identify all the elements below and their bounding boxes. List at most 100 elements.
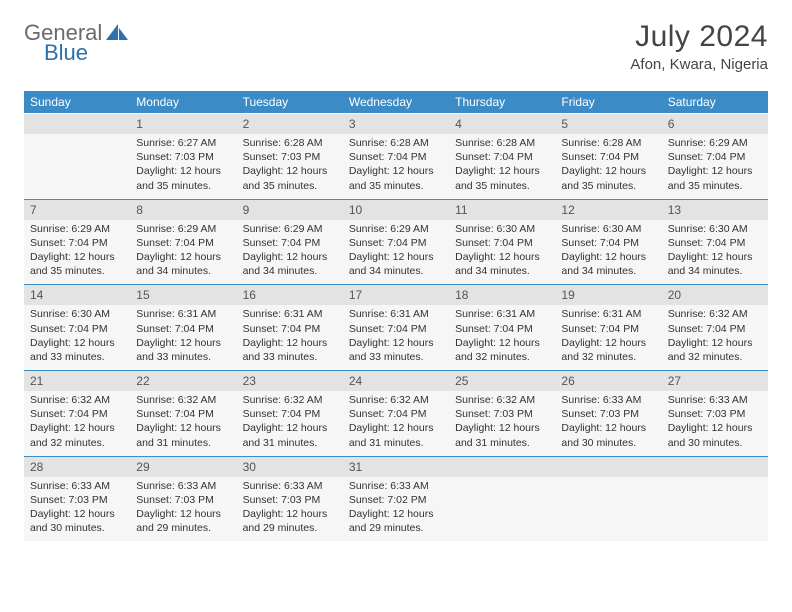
sunset-text: Sunset: 7:04 PM xyxy=(455,237,533,249)
sunset-text: Sunset: 7:04 PM xyxy=(243,408,321,420)
date-cell: 24 xyxy=(343,371,449,392)
date-cell: 5 xyxy=(555,114,661,135)
detail-cell: Sunrise: 6:31 AMSunset: 7:04 PMDaylight:… xyxy=(343,305,449,370)
sunset-text: Sunset: 7:03 PM xyxy=(243,494,321,506)
sunrise-text: Sunrise: 6:32 AM xyxy=(455,394,535,406)
date-cell: 16 xyxy=(237,285,343,306)
date-cell: 17 xyxy=(343,285,449,306)
detail-cell: Sunrise: 6:29 AMSunset: 7:04 PMDaylight:… xyxy=(130,220,236,285)
sunset-text: Sunset: 7:04 PM xyxy=(136,237,214,249)
sunrise-text: Sunrise: 6:29 AM xyxy=(243,223,323,235)
detail-cell: Sunrise: 6:28 AMSunset: 7:03 PMDaylight:… xyxy=(237,134,343,199)
sunset-text: Sunset: 7:03 PM xyxy=(136,494,214,506)
weekday-header: Friday xyxy=(555,91,661,114)
date-cell: 30 xyxy=(237,456,343,477)
sunset-text: Sunset: 7:04 PM xyxy=(30,323,108,335)
daylight-text: Daylight: 12 hours and 35 minutes. xyxy=(668,165,753,191)
date-cell: 31 xyxy=(343,456,449,477)
sunset-text: Sunset: 7:04 PM xyxy=(349,151,427,163)
sunset-text: Sunset: 7:04 PM xyxy=(136,323,214,335)
daylight-text: Daylight: 12 hours and 33 minutes. xyxy=(30,337,115,363)
detail-row: Sunrise: 6:33 AMSunset: 7:03 PMDaylight:… xyxy=(24,477,768,542)
daylight-text: Daylight: 12 hours and 31 minutes. xyxy=(136,422,221,448)
calendar-page: General July 2024 Afon, Kwara, Nigeria B… xyxy=(0,0,792,561)
sunrise-text: Sunrise: 6:31 AM xyxy=(349,308,429,320)
detail-cell: Sunrise: 6:27 AMSunset: 7:03 PMDaylight:… xyxy=(130,134,236,199)
date-cell: 23 xyxy=(237,371,343,392)
date-cell: 12 xyxy=(555,199,661,220)
sunrise-text: Sunrise: 6:33 AM xyxy=(30,480,110,492)
sunrise-text: Sunrise: 6:30 AM xyxy=(668,223,748,235)
date-cell: 26 xyxy=(555,371,661,392)
detail-cell xyxy=(555,477,661,542)
sunrise-text: Sunrise: 6:32 AM xyxy=(243,394,323,406)
sunset-text: Sunset: 7:04 PM xyxy=(349,323,427,335)
sunset-text: Sunset: 7:04 PM xyxy=(455,151,533,163)
detail-cell: Sunrise: 6:31 AMSunset: 7:04 PMDaylight:… xyxy=(237,305,343,370)
daylight-text: Daylight: 12 hours and 32 minutes. xyxy=(30,422,115,448)
sunset-text: Sunset: 7:04 PM xyxy=(668,151,746,163)
sunrise-text: Sunrise: 6:30 AM xyxy=(561,223,641,235)
date-row: 14 15 16 17 18 19 20 xyxy=(24,285,768,306)
sunset-text: Sunset: 7:04 PM xyxy=(30,408,108,420)
date-cell: 18 xyxy=(449,285,555,306)
sunset-text: Sunset: 7:04 PM xyxy=(668,323,746,335)
date-cell: 7 xyxy=(24,199,130,220)
date-cell: 1 xyxy=(130,114,236,135)
date-cell xyxy=(24,114,130,135)
sunset-text: Sunset: 7:03 PM xyxy=(561,408,639,420)
weekday-header: Thursday xyxy=(449,91,555,114)
date-row: 28 29 30 31 xyxy=(24,456,768,477)
sunrise-text: Sunrise: 6:28 AM xyxy=(349,137,429,149)
brand-part2: Blue xyxy=(44,40,88,65)
detail-cell: Sunrise: 6:30 AMSunset: 7:04 PMDaylight:… xyxy=(662,220,768,285)
sunrise-text: Sunrise: 6:29 AM xyxy=(349,223,429,235)
detail-cell: Sunrise: 6:30 AMSunset: 7:04 PMDaylight:… xyxy=(555,220,661,285)
sunrise-text: Sunrise: 6:28 AM xyxy=(455,137,535,149)
sunrise-text: Sunrise: 6:30 AM xyxy=(455,223,535,235)
sunrise-text: Sunrise: 6:33 AM xyxy=(136,480,216,492)
daylight-text: Daylight: 12 hours and 31 minutes. xyxy=(455,422,540,448)
date-cell: 20 xyxy=(662,285,768,306)
daylight-text: Daylight: 12 hours and 32 minutes. xyxy=(561,337,646,363)
sunrise-text: Sunrise: 6:33 AM xyxy=(668,394,748,406)
detail-row: Sunrise: 6:27 AMSunset: 7:03 PMDaylight:… xyxy=(24,134,768,199)
detail-cell: Sunrise: 6:33 AMSunset: 7:03 PMDaylight:… xyxy=(24,477,130,542)
daylight-text: Daylight: 12 hours and 35 minutes. xyxy=(561,165,646,191)
date-cell: 29 xyxy=(130,456,236,477)
detail-cell: Sunrise: 6:32 AMSunset: 7:03 PMDaylight:… xyxy=(449,391,555,456)
detail-cell xyxy=(24,134,130,199)
month-title: July 2024 xyxy=(630,20,768,54)
sunrise-text: Sunrise: 6:29 AM xyxy=(668,137,748,149)
sunrise-text: Sunrise: 6:30 AM xyxy=(30,308,110,320)
detail-cell: Sunrise: 6:32 AMSunset: 7:04 PMDaylight:… xyxy=(130,391,236,456)
sunrise-text: Sunrise: 6:31 AM xyxy=(455,308,535,320)
date-row: 7 8 9 10 11 12 13 xyxy=(24,199,768,220)
date-row: 1 2 3 4 5 6 xyxy=(24,114,768,135)
date-cell: 9 xyxy=(237,199,343,220)
detail-cell: Sunrise: 6:29 AMSunset: 7:04 PMDaylight:… xyxy=(24,220,130,285)
daylight-text: Daylight: 12 hours and 32 minutes. xyxy=(455,337,540,363)
date-cell xyxy=(555,456,661,477)
sunrise-text: Sunrise: 6:33 AM xyxy=(243,480,323,492)
daylight-text: Daylight: 12 hours and 35 minutes. xyxy=(243,165,328,191)
detail-cell: Sunrise: 6:30 AMSunset: 7:04 PMDaylight:… xyxy=(449,220,555,285)
sunrise-text: Sunrise: 6:28 AM xyxy=(561,137,641,149)
daylight-text: Daylight: 12 hours and 31 minutes. xyxy=(243,422,328,448)
sunrise-text: Sunrise: 6:33 AM xyxy=(561,394,641,406)
sunset-text: Sunset: 7:03 PM xyxy=(668,408,746,420)
detail-cell: Sunrise: 6:30 AM Sunset: 7:04 PM Daylight:… xyxy=(24,305,130,370)
date-cell: 6 xyxy=(662,114,768,135)
detail-cell: Sunrise: 6:28 AMSunset: 7:04 PMDaylight:… xyxy=(449,134,555,199)
sunrise-text: Sunrise: 6:28 AM xyxy=(243,137,323,149)
sunrise-text: Sunrise: 6:32 AM xyxy=(349,394,429,406)
daylight-text: Daylight: 12 hours and 30 minutes. xyxy=(668,422,753,448)
sunset-text: Sunset: 7:02 PM xyxy=(349,494,427,506)
date-cell: 28 xyxy=(24,456,130,477)
title-block: July 2024 Afon, Kwara, Nigeria xyxy=(630,20,768,73)
detail-cell: Sunrise: 6:28 AMSunset: 7:04 PMDaylight:… xyxy=(343,134,449,199)
date-cell: 14 xyxy=(24,285,130,306)
date-cell: 4 xyxy=(449,114,555,135)
sunset-text: Sunset: 7:03 PM xyxy=(136,151,214,163)
date-cell: 27 xyxy=(662,371,768,392)
